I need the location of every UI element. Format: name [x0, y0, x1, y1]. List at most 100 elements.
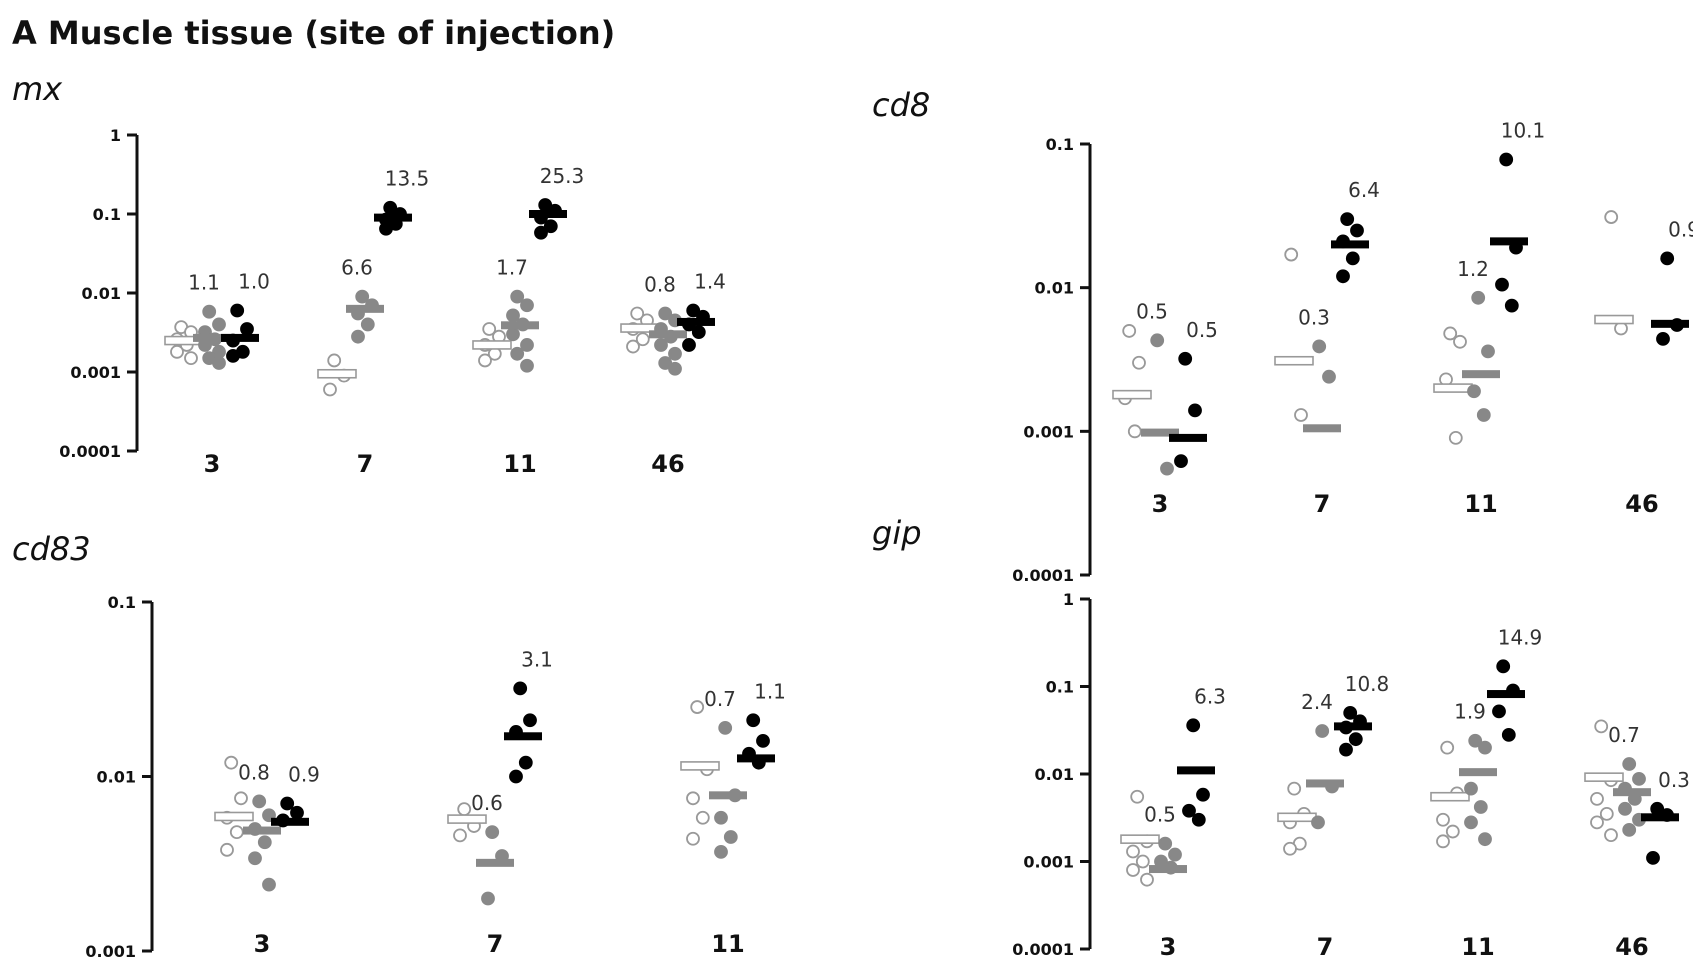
data-point-gray	[1478, 832, 1492, 847]
data-point-control	[1604, 828, 1618, 843]
data-point-black	[1174, 454, 1188, 469]
panel-title: gip	[872, 514, 922, 552]
data-point-gray	[1464, 815, 1478, 830]
data-point-control	[1453, 334, 1467, 349]
data-point-black	[1499, 152, 1514, 167]
data-point-gray	[723, 830, 738, 844]
data-point-gray	[1322, 369, 1336, 384]
x-tick-label: 7	[487, 930, 504, 958]
x-tick-label: 11	[711, 930, 744, 958]
data-point-gray	[1471, 290, 1486, 305]
data-point-gray	[212, 317, 226, 332]
data-point-black	[509, 769, 523, 784]
fold-change-label: 0.3	[1298, 305, 1330, 329]
fold-change-label: 0.5	[1144, 803, 1176, 827]
data-point-gray	[654, 338, 668, 352]
data-point-gray	[1468, 733, 1483, 748]
mean-bar-gray	[1149, 865, 1187, 874]
data-point-gray	[1473, 800, 1488, 814]
data-point-black	[543, 219, 558, 234]
mean-bar-black	[737, 754, 775, 763]
mean-bar-control	[1112, 389, 1152, 400]
data-point-control	[457, 802, 472, 817]
x-tick-label: 3	[204, 450, 221, 478]
data-point-control	[1445, 824, 1460, 839]
x-tick-label: 46	[651, 450, 684, 478]
x-tick-label: 7	[1317, 933, 1334, 961]
data-point-control	[1140, 872, 1154, 887]
fold-change-label: 0.9	[1668, 217, 1693, 241]
data-point-control	[1126, 863, 1140, 877]
data-point-gray	[1622, 822, 1637, 837]
fold-change-label: 0.8	[238, 760, 270, 784]
fold-change-label: 10.1	[1501, 119, 1546, 143]
data-point-control	[482, 322, 497, 336]
fold-change-label: 6.6	[341, 256, 373, 280]
data-point-control	[630, 306, 645, 321]
y-tick-label: 0.1	[1046, 135, 1074, 154]
data-point-control	[1126, 844, 1140, 859]
data-point-gray	[1315, 724, 1330, 738]
y-tick-label: 0.001	[1023, 853, 1074, 872]
data-point-control	[229, 825, 244, 840]
data-point-black	[1343, 705, 1358, 720]
mean-bar-control	[1430, 791, 1470, 802]
data-point-black	[379, 221, 393, 236]
data-point-gray	[506, 308, 520, 323]
data-point-black	[1495, 277, 1509, 292]
data-point-gray	[1160, 461, 1174, 476]
data-point-black	[513, 681, 528, 696]
data-point-black	[1345, 251, 1360, 266]
data-point-black	[226, 348, 240, 363]
y-tick-label: 0.01	[1035, 765, 1074, 784]
y-tick-label: 1	[1063, 590, 1074, 609]
panel-mx: mx 1 0.1 0.01 0.001 0.0001 3 1.1 1.0 7 6.6 13.5 11 1.…	[12, 70, 726, 478]
data-point-black	[1188, 403, 1202, 418]
mean-bar-gray	[1141, 428, 1179, 437]
fold-change-label: 0.7	[1608, 723, 1640, 747]
data-point-control	[478, 353, 492, 368]
data-point-gray	[520, 338, 534, 352]
mean-bar-gray	[346, 304, 384, 313]
fold-change-label: 10.8	[1345, 672, 1390, 696]
data-point-gray	[252, 794, 267, 809]
fold-change-label: 0.5	[1136, 299, 1168, 323]
data-point-gray	[351, 329, 365, 344]
fold-change-label: 0.7	[704, 687, 736, 711]
data-point-gray	[506, 327, 520, 342]
data-point-control	[224, 755, 239, 770]
mean-bar-gray	[1462, 370, 1500, 379]
y-tick-label: 0.1	[108, 593, 136, 612]
data-point-black	[1501, 727, 1516, 742]
data-point-gray	[257, 835, 272, 850]
data-point-gray	[1632, 771, 1646, 786]
data-point-control	[1604, 210, 1619, 224]
fold-change-label: 1.1	[188, 271, 220, 295]
x-tick-label: 7	[1314, 490, 1331, 518]
data-point-control	[170, 344, 184, 359]
fold-change-label: 0.3	[1658, 768, 1690, 792]
fold-change-label: 13.5	[385, 167, 430, 191]
y-tick-label: 0.0001	[59, 442, 121, 461]
fold-change-label: 6.3	[1194, 684, 1226, 708]
figure-title: A Muscle tissue (site of injection)	[12, 14, 615, 52]
x-tick-label: 7	[357, 450, 374, 478]
data-point-gray	[248, 851, 262, 866]
fold-change-label: 3.1	[521, 647, 553, 671]
data-point-black	[1348, 732, 1363, 747]
data-point-control	[635, 332, 650, 347]
fold-change-label: 6.4	[1348, 178, 1380, 202]
mean-bar-black	[1334, 722, 1372, 731]
fold-change-label: 1.4	[694, 270, 726, 294]
data-point-gray	[1481, 344, 1495, 359]
mean-bar-black	[1169, 433, 1207, 442]
data-point-gray	[714, 844, 728, 859]
mean-bar-gray	[193, 333, 231, 342]
data-point-black	[534, 225, 548, 240]
data-point-gray	[718, 720, 733, 735]
data-point-gray	[668, 346, 682, 361]
mean-bar-gray	[1459, 768, 1497, 777]
x-tick-label: 11	[1464, 490, 1497, 518]
data-point-gray	[668, 361, 682, 376]
